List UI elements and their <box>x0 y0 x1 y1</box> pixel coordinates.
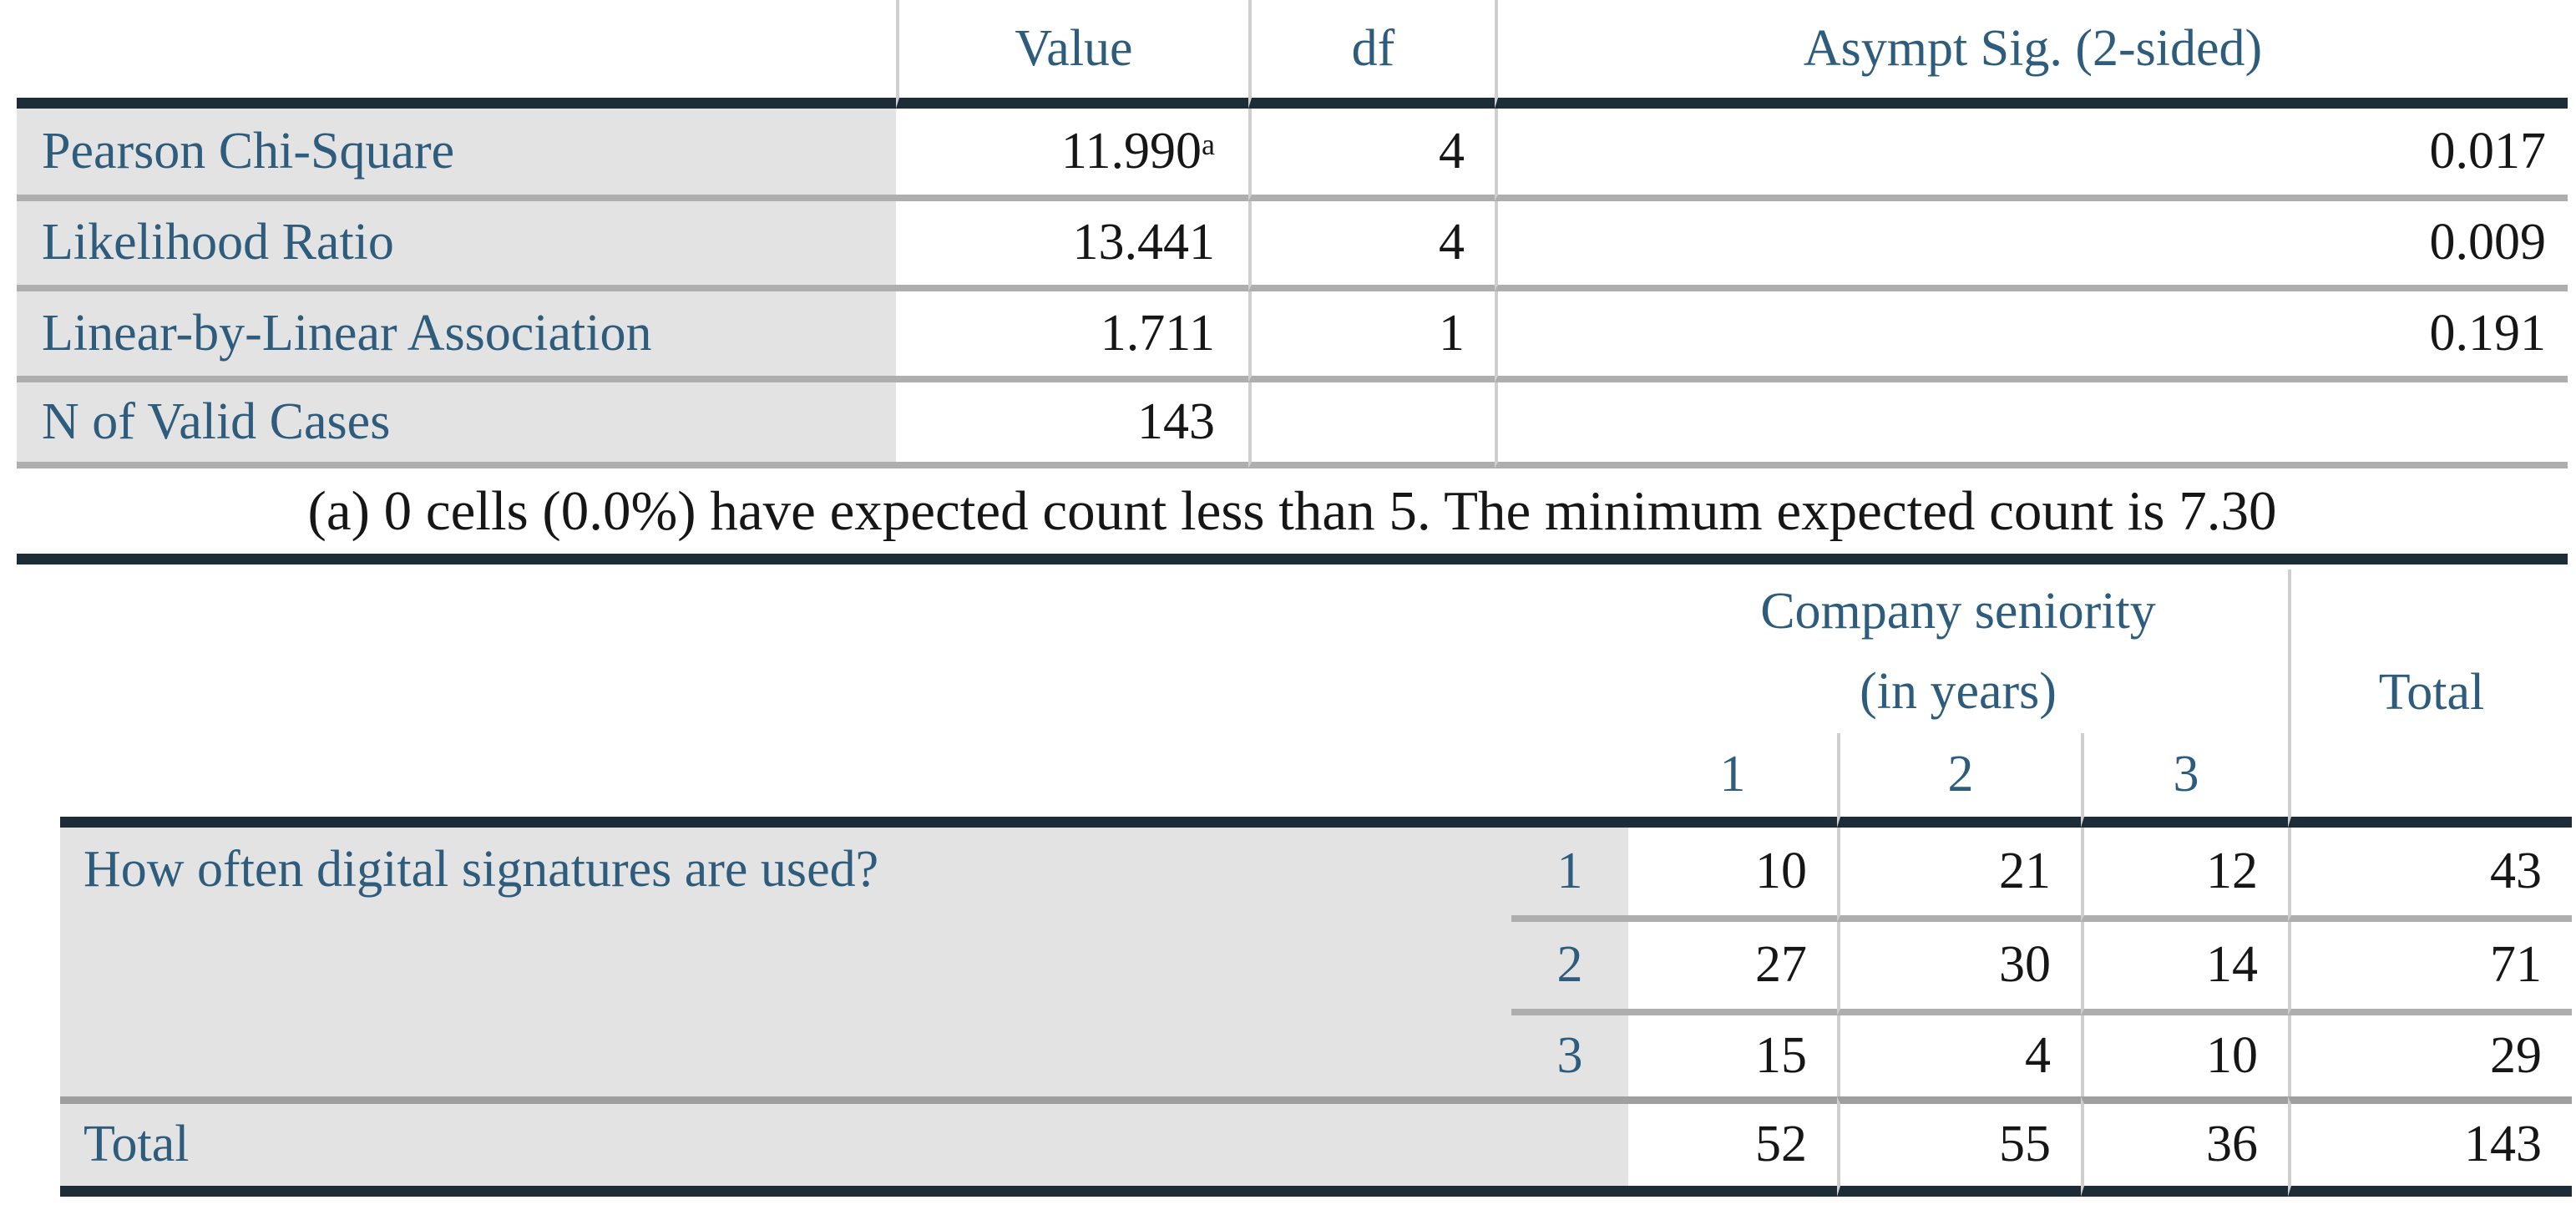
row-label: Pearson Chi-Square <box>17 109 896 201</box>
df-cell: 1 <box>1248 291 1495 382</box>
footnote-row: (a) 0 cells (0.0%) have expected count l… <box>17 468 2568 565</box>
column-header-level-3: 3 <box>2081 733 2288 828</box>
asympt-sig-cell <box>1495 382 2568 468</box>
column-total-cell: 36 <box>2081 1096 2288 1197</box>
df-cell: 4 <box>1248 109 1495 201</box>
row-label: Likelihood Ratio <box>17 201 896 291</box>
row-group-label: How often digital signatures are used? <box>60 828 1511 1096</box>
chi-square-header-row: Value df Asympt Sig. (2-sided) <box>17 0 2568 109</box>
count-cell: 15 <box>1628 1015 1837 1096</box>
count-cell: 30 <box>1837 922 2081 1015</box>
chi-square-header-empty <box>17 0 896 109</box>
column-total-cell: 55 <box>1837 1096 2081 1197</box>
column-group-title-line1: Company seniority <box>1760 583 2156 640</box>
column-group-title: Company seniority (in years) <box>1628 570 2288 733</box>
count-cell: 10 <box>1628 828 1837 922</box>
value-cell: 11.990a <box>896 109 1248 201</box>
column-total-cell: 52 <box>1628 1096 1837 1197</box>
count-cell: 10 <box>2081 1015 2288 1096</box>
value-number: 11.990 <box>1060 122 1202 180</box>
crosstab-total-row: Total 52 55 36 143 <box>60 1096 2572 1197</box>
asympt-sig-cell: 0.191 <box>1495 291 2568 382</box>
total-row-label: Total <box>60 1096 1628 1197</box>
row-level-label: 3 <box>1511 1015 1628 1096</box>
crosstab-row-1: How often digital signatures are used? 1… <box>60 828 2572 1096</box>
crosstab-header-row-levels: 1 2 3 <box>60 733 2572 828</box>
chi-square-header-value: Value <box>896 0 1248 109</box>
grand-total-cell: 143 <box>2288 1096 2572 1197</box>
count-cell: 14 <box>2081 922 2288 1015</box>
asympt-sig-cell: 0.017 <box>1495 109 2568 201</box>
asympt-sig-cell: 0.009 <box>1495 201 2568 291</box>
chi-square-header-asympt-sig: Asympt Sig. (2-sided) <box>1495 0 2568 109</box>
column-group-title-line2: (in years) <box>1860 663 2057 720</box>
chi-square-table: Value df Asympt Sig. (2-sided) Pearson C… <box>17 0 2568 565</box>
chi-square-header-df: df <box>1248 0 1495 109</box>
row-level-label: 1 <box>1511 828 1628 922</box>
crosstab-row-2: 2 27 30 14 71 <box>60 922 2572 1015</box>
crosstab-header-empty <box>60 570 1628 828</box>
column-header-level-1: 1 <box>1628 733 1837 828</box>
value-cell: 1.711 <box>896 291 1248 382</box>
table-footnote: (a) 0 cells (0.0%) have expected count l… <box>17 468 2568 565</box>
row-total-cell: 43 <box>2288 828 2572 922</box>
row-total-cell: 71 <box>2288 922 2572 1015</box>
row-total-cell: 29 <box>2288 1015 2572 1096</box>
value-cell: 143 <box>896 382 1248 468</box>
column-header-level-2: 2 <box>1837 733 2081 828</box>
df-cell: 4 <box>1248 201 1495 291</box>
count-cell: 4 <box>1837 1015 2081 1096</box>
total-column-header: Total <box>2288 570 2572 828</box>
crosstab-header-row-group: Company seniority (in years) Total <box>60 570 2572 828</box>
crosstab-row-3: 3 15 4 10 29 <box>60 1015 2572 1096</box>
count-cell: 21 <box>1837 828 2081 922</box>
table-row-likelihood-ratio: Likelihood Ratio 13.441 4 0.009 <box>17 201 2568 291</box>
row-label: N of Valid Cases <box>17 382 896 468</box>
table-row-pearson-chi-square: Pearson Chi-Square 11.990a 4 0.017 <box>17 109 2568 201</box>
crosstab-table: Company seniority (in years) Total 1 2 3… <box>60 570 2572 1197</box>
count-cell: 27 <box>1628 922 1837 1015</box>
df-cell <box>1248 382 1495 468</box>
value-cell: 13.441 <box>896 201 1248 291</box>
row-label: Linear-by-Linear Association <box>17 291 896 382</box>
footnote-marker: a <box>1202 127 1215 161</box>
row-level-label: 2 <box>1511 922 1628 1015</box>
count-cell: 12 <box>2081 828 2288 922</box>
table-row-linear-by-linear: Linear-by-Linear Association 1.711 1 0.1… <box>17 291 2568 382</box>
table-row-n-valid-cases: N of Valid Cases 143 <box>17 382 2568 468</box>
